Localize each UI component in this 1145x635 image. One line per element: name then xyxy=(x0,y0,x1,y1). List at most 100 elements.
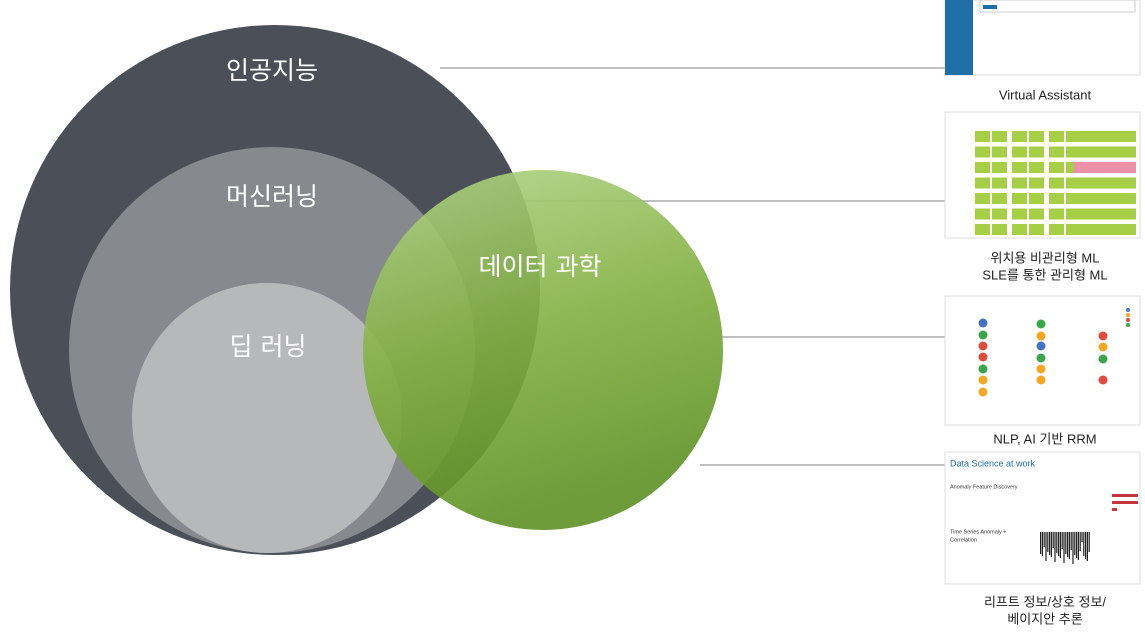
thumb-cell xyxy=(1049,162,1064,173)
thumb-cell xyxy=(1029,147,1044,158)
thumb-spike xyxy=(1083,532,1084,556)
thumb-dot xyxy=(1037,320,1046,329)
thumb-cell xyxy=(1012,147,1027,158)
thumb-cell xyxy=(1049,209,1064,220)
thumb-bar xyxy=(1112,494,1138,497)
thumb-spike xyxy=(1063,532,1064,563)
thumb-spike xyxy=(1076,532,1077,558)
thumb-cell xyxy=(975,147,990,158)
thumb-cell xyxy=(992,178,1007,189)
ai-label: 인공지능 xyxy=(226,56,318,85)
thumb-cell xyxy=(1029,224,1044,235)
thumb-cell xyxy=(1049,147,1064,158)
thumb-cell xyxy=(992,193,1007,204)
thumb-cell xyxy=(1012,209,1027,220)
thumb-cell xyxy=(1049,131,1064,142)
thumb-dot xyxy=(1099,332,1108,341)
thumb-cell xyxy=(1012,162,1027,173)
thumb-spike xyxy=(1042,532,1043,556)
thumb-cell xyxy=(1074,193,1136,204)
thumb-cell xyxy=(975,193,990,204)
thumb-cell xyxy=(1074,224,1136,235)
thumb-cell xyxy=(1049,224,1064,235)
thumb-spike xyxy=(1044,532,1045,547)
thumb-spike xyxy=(1051,532,1052,557)
thumb-cell xyxy=(1049,178,1064,189)
thumb-frame xyxy=(945,452,1140,584)
thumb-sidebar xyxy=(945,0,973,75)
thumb-spike xyxy=(1054,532,1055,562)
thumb-dot xyxy=(979,319,988,328)
thumb-spike xyxy=(1065,532,1066,554)
thumb-spike xyxy=(1089,532,1090,552)
thumb-dot xyxy=(1037,354,1046,363)
thumb-spike xyxy=(1053,532,1054,548)
caption: Virtual Assistant xyxy=(999,87,1092,102)
thumb-spike xyxy=(1080,532,1081,551)
thumb-spike xyxy=(1071,532,1072,550)
thumb-spike xyxy=(1056,532,1057,553)
thumbnail-scatter xyxy=(945,296,1140,425)
caption: SLE를 통한 관리형 ML xyxy=(982,267,1107,282)
thumb-dot xyxy=(1099,355,1108,364)
thumb-cell xyxy=(992,162,1007,173)
thumb-cell xyxy=(975,224,990,235)
thumb-legend-dot xyxy=(1126,323,1130,327)
thumb-spike xyxy=(1062,532,1063,549)
dl-circle xyxy=(132,283,402,553)
thumb-cell xyxy=(992,224,1007,235)
ml-label: 머신러닝 xyxy=(226,182,318,211)
thumb-spike xyxy=(1085,532,1086,559)
thumb-cell xyxy=(1049,193,1064,204)
thumb-spike xyxy=(1040,532,1041,554)
ds-label: 데이터 과학 xyxy=(479,252,602,281)
thumb-dot xyxy=(1099,376,1108,385)
thumb-spike xyxy=(1049,532,1050,555)
thumb-legend-dot xyxy=(1126,318,1130,322)
thumb-spike xyxy=(1045,532,1046,561)
thumb-dot xyxy=(1099,343,1108,352)
caption: 베이지안 추론 xyxy=(1007,611,1082,626)
thumb-spike xyxy=(1081,532,1082,542)
thumb-cell xyxy=(1012,193,1027,204)
thumb-cell xyxy=(1074,147,1136,158)
caption: NLP, AI 기반 RRM xyxy=(993,431,1096,446)
thumb-cell xyxy=(975,131,990,142)
thumb-cell xyxy=(1029,162,1044,173)
thumbnail-grid xyxy=(945,112,1140,238)
thumb-dot xyxy=(1037,342,1046,351)
ds-circle xyxy=(363,170,723,530)
thumb-cell xyxy=(1074,131,1136,142)
thumb-title: Data Science at work xyxy=(950,458,1036,468)
thumb-spike xyxy=(1060,532,1061,558)
thumb-dot xyxy=(979,353,988,362)
thumb-dot xyxy=(979,376,988,385)
thumb-button xyxy=(983,5,997,9)
thumb-dot xyxy=(979,331,988,340)
thumb-cell xyxy=(975,178,990,189)
thumb-cell xyxy=(1029,131,1044,142)
thumbnail-virtual-assistant xyxy=(945,0,1140,75)
thumb-cell xyxy=(992,147,1007,158)
thumb-bar xyxy=(1112,501,1138,504)
thumb-dot xyxy=(979,388,988,397)
thumb-spike xyxy=(1067,532,1068,557)
thumb-dot xyxy=(1037,332,1046,341)
thumb-text: Time Series Anomaly + xyxy=(950,529,1007,535)
thumb-legend-dot xyxy=(1126,313,1130,317)
thumb-cell xyxy=(992,209,1007,220)
thumb-legend-dot xyxy=(1126,308,1130,312)
thumb-cell xyxy=(1012,131,1027,142)
thumb-cell xyxy=(1012,178,1027,189)
thumbnail-data-science: Data Science at work Anomaly Feature Dis… xyxy=(945,452,1140,584)
caption: 리프트 정보/상호 정보/ xyxy=(984,594,1106,609)
thumb-bar xyxy=(1112,508,1117,511)
thumb-cell xyxy=(1012,224,1027,235)
thumb-spike xyxy=(1069,532,1070,559)
thumb-cell xyxy=(975,162,990,173)
thumb-cell xyxy=(1029,209,1044,220)
thumb-cell xyxy=(1074,178,1136,189)
dl-label: 딥 러닝 xyxy=(230,332,307,361)
thumb-cell xyxy=(1029,193,1044,204)
thumb-spike xyxy=(1078,532,1079,560)
